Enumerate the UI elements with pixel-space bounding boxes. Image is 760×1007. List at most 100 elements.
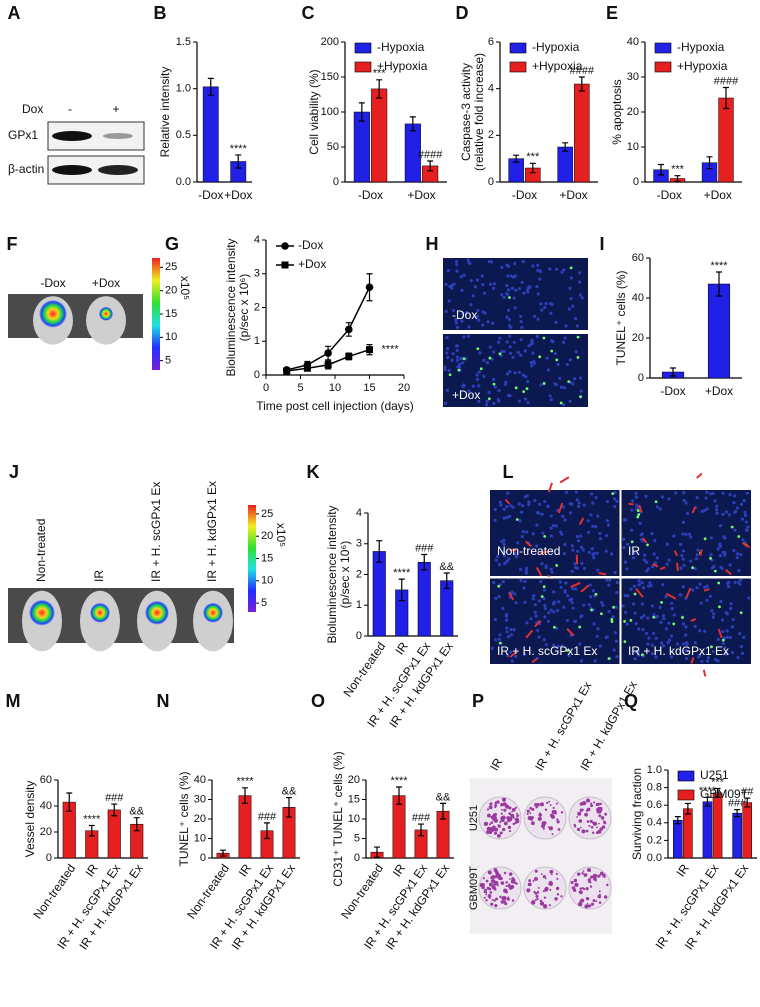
nucleus [540, 308, 544, 312]
nucleus [520, 280, 524, 285]
nucleus [490, 260, 494, 264]
colony [537, 816, 542, 821]
nucleus [650, 604, 655, 608]
nucleus [532, 314, 537, 319]
nucleus [612, 648, 616, 652]
nucleus [509, 504, 513, 508]
colony [517, 814, 520, 817]
cd31-signal [566, 627, 575, 637]
nucleus [681, 622, 685, 626]
colony [570, 881, 574, 885]
significance-label: ### [415, 542, 434, 554]
colony [573, 878, 578, 883]
error-bar [716, 271, 722, 297]
nucleus [444, 309, 448, 314]
nucleus [455, 355, 460, 359]
bar [673, 819, 683, 859]
nucleus [726, 581, 730, 586]
nucleus [659, 620, 663, 624]
nucleus [655, 556, 660, 560]
colony [599, 802, 602, 806]
nucleus [642, 613, 646, 618]
colony [488, 805, 493, 810]
nucleus [681, 520, 686, 524]
colony [597, 810, 602, 814]
nucleus [740, 651, 745, 655]
nucleus [710, 566, 715, 570]
cd31-signal [685, 587, 692, 599]
nucleus [518, 519, 522, 523]
nucleus [455, 348, 459, 353]
error-bar [714, 787, 721, 798]
marker [366, 346, 373, 354]
nucleus [743, 513, 748, 518]
nucleus [499, 503, 503, 507]
nucleus [519, 578, 523, 583]
plate [478, 866, 522, 910]
bar [202, 86, 219, 183]
condition-label: IR + H. scGPx1 Ex [497, 644, 597, 658]
y-tick-label: 2 [254, 301, 260, 313]
colony [542, 821, 547, 825]
nucleus [506, 654, 510, 658]
quadrant-divider [490, 490, 752, 666]
y-tick-label: 10 [348, 813, 360, 825]
colony [485, 899, 488, 902]
nucleus [682, 563, 686, 567]
y-tick-label: 1 [356, 599, 362, 611]
colony [593, 801, 596, 804]
nucleus [539, 579, 543, 584]
colony [598, 822, 600, 825]
cd31-signal [690, 618, 697, 622]
nucleus [640, 581, 644, 585]
tunel-signal [569, 266, 573, 270]
nucleus [527, 500, 531, 504]
nucleus [691, 588, 695, 592]
nucleus [460, 288, 464, 292]
colony [491, 875, 496, 879]
tunel-signal [550, 349, 554, 353]
nucleus [511, 505, 515, 509]
nucleus [540, 562, 544, 566]
tunel-signal [691, 566, 695, 570]
nucleus [481, 323, 485, 327]
colony [574, 882, 579, 888]
cd31-signal [508, 592, 515, 601]
panel-label: Q [624, 691, 638, 711]
nucleus [488, 345, 492, 349]
y-tick-label: 0 [254, 369, 260, 381]
nucleus [733, 510, 737, 514]
nucleus [582, 503, 586, 507]
bar [702, 801, 713, 859]
tunel-signal [646, 543, 649, 547]
colony [510, 880, 514, 884]
y-tick-label: 0 [200, 852, 206, 864]
y-axis-label: % apoptosis [610, 79, 624, 144]
colony [499, 821, 502, 824]
cd31-signal [659, 566, 666, 571]
colony [511, 810, 513, 813]
colony [580, 826, 582, 829]
nucleus [630, 528, 634, 532]
nucleus [484, 403, 489, 407]
colony [526, 888, 531, 893]
nucleus [736, 655, 740, 660]
nucleus [646, 642, 650, 646]
colony [505, 881, 508, 884]
colony [503, 871, 507, 875]
colony [489, 897, 491, 900]
significance-label: ### [412, 812, 431, 824]
nucleus [587, 550, 591, 554]
nucleus [711, 491, 715, 495]
error-bar [111, 803, 118, 817]
x-tick-label: -Dox [512, 188, 537, 202]
nucleus [509, 325, 513, 329]
nucleus [625, 542, 630, 546]
nucleus [460, 361, 465, 365]
nucleus [508, 394, 512, 398]
colony [493, 899, 496, 902]
nucleus [669, 634, 674, 638]
nucleus [626, 594, 630, 598]
colony [511, 877, 515, 881]
